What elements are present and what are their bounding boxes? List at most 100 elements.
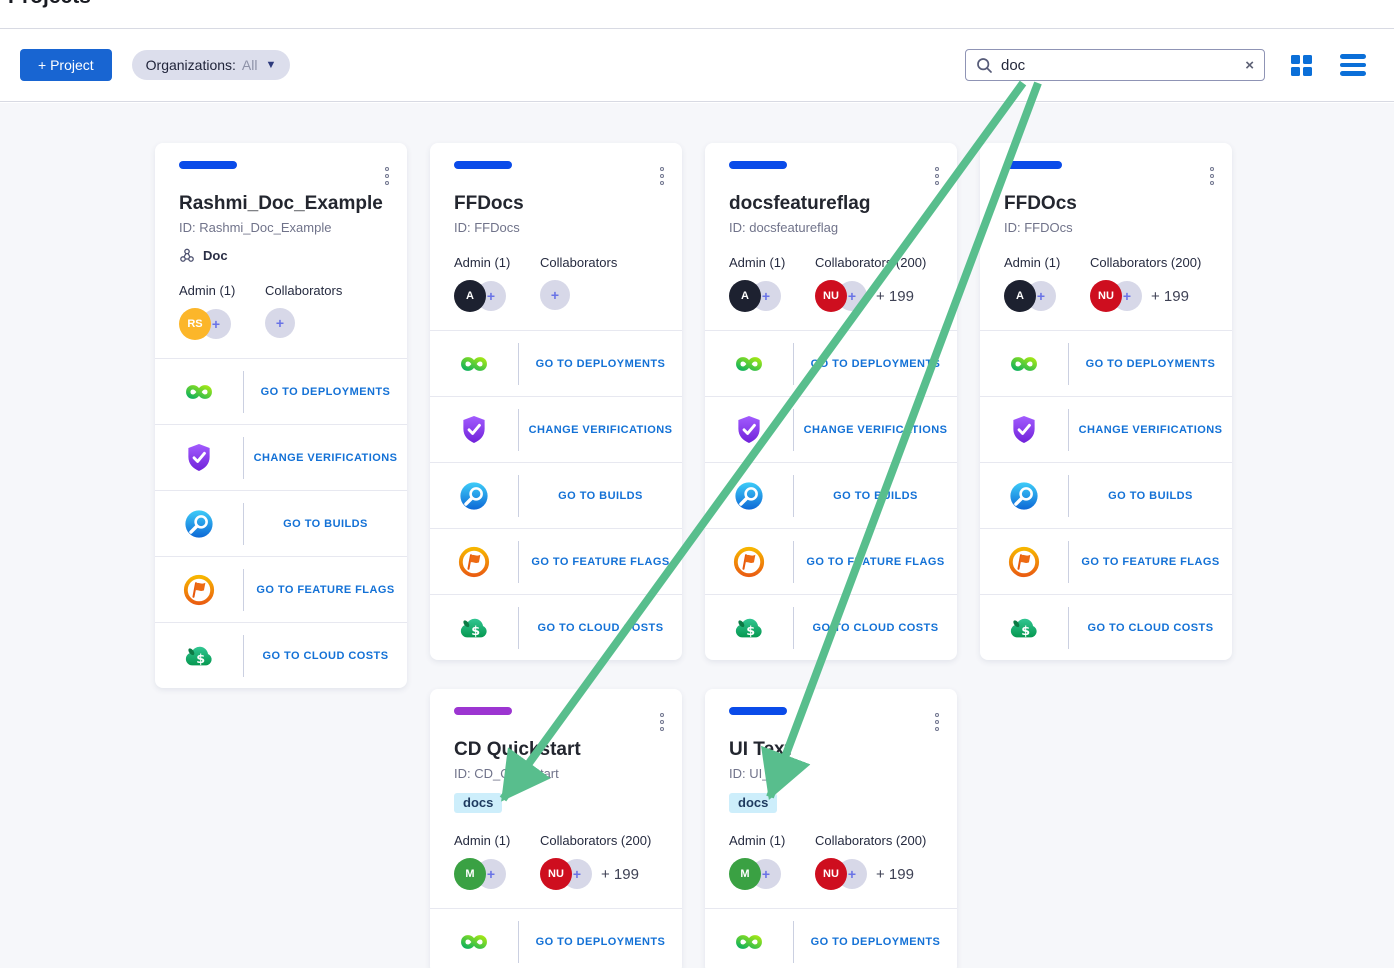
verify-shield-icon	[705, 413, 793, 447]
project-title[interactable]: Rashmi_Doc_Example	[179, 193, 383, 214]
collaborator-avatar[interactable]: NU	[540, 858, 572, 890]
go-to-builds-action[interactable]: GO TO BUILDS	[155, 490, 407, 556]
new-project-button[interactable]: + Project	[20, 49, 112, 81]
admin-avatar[interactable]: A	[454, 280, 486, 312]
ci-icon	[705, 479, 793, 513]
collaborators-label: Collaborators (200)	[1090, 255, 1202, 270]
collaborators-label: Collaborators (200)	[815, 255, 927, 270]
clear-search-icon[interactable]: ×	[1245, 56, 1254, 74]
organizations-filter-dropdown[interactable]: Organizations: All ▼	[131, 50, 291, 80]
collaborators-overflow-count: + 199	[1151, 287, 1189, 305]
page-header: Projects	[0, 0, 1394, 29]
change-verifications-action[interactable]: CHANGE VERIFICATIONS	[155, 424, 407, 490]
admin-avatar[interactable]: RS	[179, 308, 211, 340]
go-to-deployments-action[interactable]: GO TO DEPLOYMENTS	[155, 358, 407, 424]
card-menu-icon[interactable]	[933, 709, 941, 735]
collaborator-avatar[interactable]: NU	[1090, 280, 1122, 312]
card-menu-icon[interactable]	[658, 163, 666, 189]
grid-view-toggle[interactable]	[1291, 54, 1312, 76]
cd-icon	[430, 925, 518, 959]
cd-icon	[705, 925, 793, 959]
cd-icon	[980, 347, 1068, 381]
docs-tag[interactable]: docs	[454, 793, 503, 813]
go-to-deployments-action[interactable]: GO TO DEPLOYMENTS	[430, 908, 682, 968]
card-accent-bar	[179, 161, 237, 169]
verify-shield-icon	[430, 413, 518, 447]
cd-icon	[430, 347, 518, 381]
list-view-toggle[interactable]	[1340, 54, 1366, 76]
go-to-feature-flags-action[interactable]: GO TO FEATURE FLAGS	[155, 556, 407, 622]
collaborator-avatar[interactable]: NU	[815, 858, 847, 890]
project-title[interactable]: FFDocs	[454, 193, 524, 214]
card-menu-icon[interactable]	[933, 163, 941, 189]
project-title[interactable]: FFDOcs	[1004, 193, 1077, 214]
go-to-cloud-costs-action[interactable]: GO TO CLOUD COSTS	[430, 594, 682, 660]
card-menu-icon[interactable]	[1208, 163, 1216, 189]
cloud-cost-icon	[705, 611, 793, 645]
grid-view-icon	[1291, 54, 1300, 64]
go-to-deployments-action[interactable]: GO TO DEPLOYMENTS	[705, 908, 957, 968]
admin-avatar[interactable]: M	[729, 858, 761, 890]
project-title[interactable]: docsfeatureflag	[729, 193, 871, 214]
organization-name: Doc	[203, 247, 228, 263]
verify-shield-icon	[980, 413, 1068, 447]
feature-flag-icon	[705, 545, 793, 579]
project-id: ID: UI_Text	[729, 766, 794, 781]
project-id: ID: CD_Quickstart	[454, 766, 559, 781]
project-card-ffdocs-2[interactable]: FFDOcs ID: FFDOcs Admin (1) A + Collabor…	[980, 143, 1232, 660]
go-to-feature-flags-action[interactable]: GO TO FEATURE FLAGS	[430, 528, 682, 594]
collaborators-overflow-count: + 199	[601, 865, 639, 883]
project-title[interactable]: CD Quickstart	[454, 739, 581, 760]
go-to-builds-action[interactable]: GO TO BUILDS	[430, 462, 682, 528]
search-input[interactable]	[1001, 56, 1238, 74]
search-box[interactable]: ×	[965, 49, 1265, 81]
go-to-builds-action[interactable]: GO TO BUILDS	[980, 462, 1232, 528]
feature-flag-icon	[155, 573, 243, 607]
page-title: Projects	[8, 0, 1394, 12]
admin-avatar[interactable]: A	[729, 280, 761, 312]
organizations-filter-value: All	[241, 57, 258, 73]
project-card-rashmi-doc-example[interactable]: Rashmi_Doc_Example ID: Rashmi_Doc_Exampl…	[155, 143, 407, 688]
go-to-cloud-costs-action[interactable]: GO TO CLOUD COSTS	[705, 594, 957, 660]
change-verifications-action[interactable]: CHANGE VERIFICATIONS	[980, 396, 1232, 462]
go-to-builds-action[interactable]: GO TO BUILDS	[705, 462, 957, 528]
add-collaborator-button[interactable]: +	[265, 308, 295, 338]
go-to-deployments-action[interactable]: GO TO DEPLOYMENTS	[705, 330, 957, 396]
admin-label: Admin (1)	[179, 283, 236, 298]
card-menu-icon[interactable]	[383, 163, 391, 189]
go-to-deployments-action[interactable]: GO TO DEPLOYMENTS	[430, 330, 682, 396]
cloud-cost-icon	[980, 611, 1068, 645]
add-collaborator-button[interactable]: +	[540, 280, 570, 310]
go-to-deployments-action[interactable]: GO TO DEPLOYMENTS	[980, 330, 1232, 396]
go-to-feature-flags-action[interactable]: GO TO FEATURE FLAGS	[705, 528, 957, 594]
project-card-ffdocs[interactable]: FFDocs ID: FFDocs Admin (1) A + Collabor…	[430, 143, 682, 660]
admin-label: Admin (1)	[729, 833, 786, 848]
cloud-cost-icon	[155, 639, 243, 673]
project-card-cd-quickstart[interactable]: CD Quickstart ID: CD_Quickstart docs Adm…	[430, 689, 682, 968]
go-to-cloud-costs-action[interactable]: GO TO CLOUD COSTS	[980, 594, 1232, 660]
card-accent-bar	[729, 161, 787, 169]
collaborator-avatar[interactable]: NU	[815, 280, 847, 312]
card-menu-icon[interactable]	[658, 709, 666, 735]
docs-tag[interactable]: docs	[729, 793, 778, 813]
feature-flag-icon	[430, 545, 518, 579]
card-accent-bar	[729, 707, 787, 715]
organization-icon	[179, 247, 195, 263]
project-card-docsfeatureflag[interactable]: docsfeatureflag ID: docsfeatureflag Admi…	[705, 143, 957, 660]
cd-icon	[705, 347, 793, 381]
go-to-cloud-costs-action[interactable]: GO TO CLOUD COSTS	[155, 622, 407, 688]
card-accent-bar	[454, 707, 512, 715]
project-id: ID: FFDOcs	[1004, 220, 1073, 235]
collaborators-label: Collaborators (200)	[540, 833, 652, 848]
change-verifications-action[interactable]: CHANGE VERIFICATIONS	[430, 396, 682, 462]
admin-label: Admin (1)	[729, 255, 786, 270]
go-to-feature-flags-action[interactable]: GO TO FEATURE FLAGS	[980, 528, 1232, 594]
project-title[interactable]: UI Text	[729, 739, 791, 760]
admin-avatar[interactable]: M	[454, 858, 486, 890]
projects-grid: Rashmi_Doc_Example ID: Rashmi_Doc_Exampl…	[0, 103, 1394, 968]
change-verifications-action[interactable]: CHANGE VERIFICATIONS	[705, 396, 957, 462]
admin-avatar[interactable]: A	[1004, 280, 1036, 312]
ci-icon	[980, 479, 1068, 513]
project-card-ui-text[interactable]: UI Text ID: UI_Text docs Admin (1) M +	[705, 689, 957, 968]
verify-shield-icon	[155, 441, 243, 475]
